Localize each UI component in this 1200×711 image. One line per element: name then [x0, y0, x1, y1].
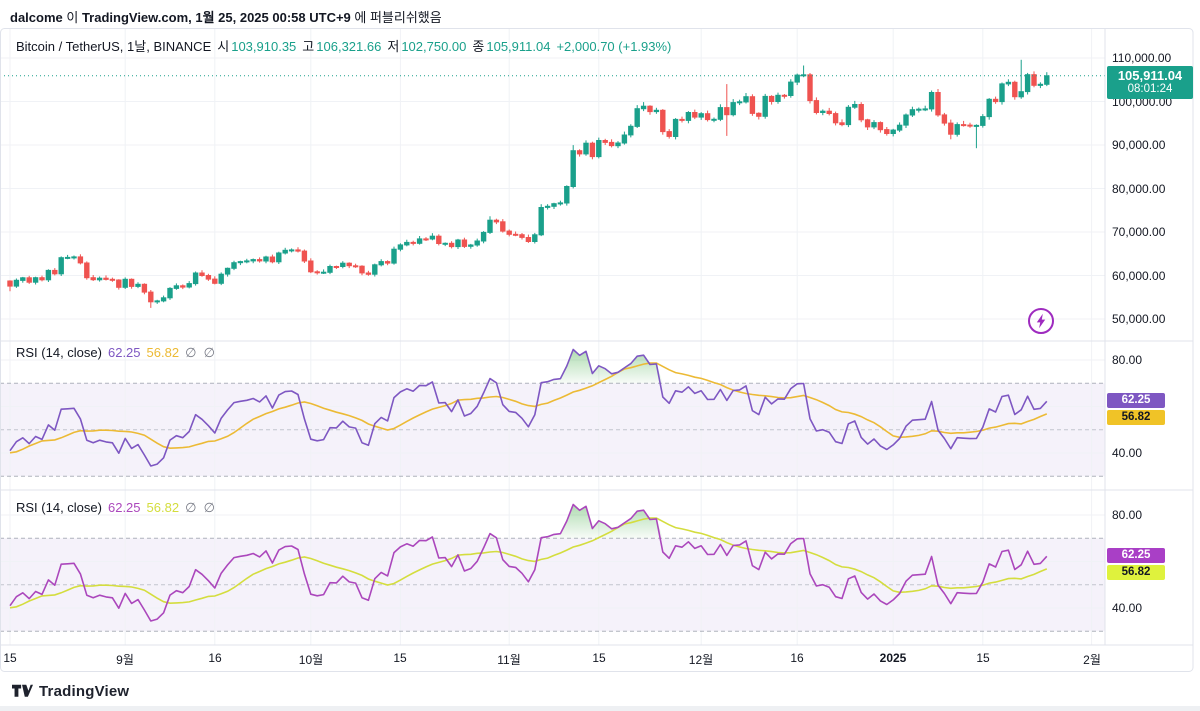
boost-button[interactable]	[1027, 307, 1055, 335]
low-value: 102,750.00	[401, 39, 467, 54]
high-value: 106,321.66	[316, 39, 382, 54]
rsi1-legend: RSI (14, close) 62.25 56.82 ∅ ∅	[16, 345, 217, 361]
open-value: 103,910.35	[231, 39, 297, 54]
candles-down	[7, 71, 1037, 308]
page-bottom-strip	[0, 706, 1200, 711]
price-axis-label: 90,000.00	[1112, 138, 1166, 152]
time-axis-label: 15	[3, 651, 17, 665]
gridlines	[0, 28, 1105, 645]
close-label: 종	[472, 39, 485, 54]
publish-header: dalcome 이 TradingView.com, 1월 25, 2025 0…	[10, 10, 442, 25]
low-label: 저	[387, 39, 400, 54]
rsi1-ma-value: 56.82	[146, 345, 180, 360]
symbol-title: Bitcoin / TetherUS, 1날, BINANCE	[16, 39, 212, 54]
time-axis-label: 15	[976, 651, 990, 665]
time-axis-label: 2월	[1083, 653, 1101, 667]
rsi1-hidden-values-icon[interactable]: ∅ ∅	[185, 345, 215, 360]
rsi1-title: RSI (14, close)	[16, 345, 102, 360]
lightning-icon	[1028, 308, 1054, 334]
publish-date: TradingView.com, 1월 25, 2025 00:58 UTC+9	[81, 10, 351, 25]
indicator-value-badge: 62.25	[1107, 548, 1165, 563]
pane-dividers	[0, 28, 1193, 646]
candles-up	[13, 59, 1050, 304]
publisher-name: dalcome	[10, 10, 63, 25]
time-axis-label: 10월	[298, 653, 324, 667]
rsi2-ma-value: 56.82	[146, 500, 180, 515]
tradingview-logo[interactable]: TradingView	[12, 683, 129, 700]
rsi-axis-label: 40.00	[1112, 601, 1143, 615]
open-label: 시	[217, 39, 230, 54]
price-axis-label: 110,000.00	[1112, 51, 1172, 65]
rsi1-line	[9, 348, 1048, 467]
time-axis-label: 16	[208, 651, 222, 665]
rsi2-hidden-values-icon[interactable]: ∅ ∅	[185, 500, 215, 515]
time-axis-label: 11월	[497, 653, 521, 667]
card-border	[0, 28, 1194, 672]
price-axis-label: 50,000.00	[1112, 312, 1166, 326]
rsi-axis-label: 40.00	[1112, 446, 1143, 460]
rsi2-value: 62.25	[107, 500, 141, 515]
change-value: +2,000.70 (+1.93%)	[556, 39, 672, 54]
bar-countdown: 08:01:24	[1127, 83, 1173, 95]
tradingview-mark-icon	[12, 684, 33, 697]
rsi-axis-label: 80.00	[1112, 353, 1143, 367]
price-axis-label: 80,000.00	[1112, 182, 1166, 196]
indicator-value-badge: 56.82	[1107, 410, 1165, 425]
time-axis-label: 12월	[688, 653, 714, 667]
time-axis-label: 9월	[116, 653, 134, 667]
time-axis-label: 15	[592, 651, 606, 665]
main-chart-legend: Bitcoin / TetherUS, 1날, BINANCE 시 103,910.…	[16, 36, 673, 55]
indicator-value-badge: 56.82	[1107, 565, 1165, 580]
high-label: 고	[302, 39, 315, 54]
price-axis-label: 70,000.00	[1112, 225, 1166, 239]
last-price-badge: 105,911.04 08:01:24	[1107, 66, 1193, 99]
tradingview-logo-text: TradingView	[39, 683, 130, 700]
last-price-value: 105,911.04	[1117, 68, 1183, 83]
indicator-value-badge: 62.25	[1107, 393, 1165, 408]
rsi2-legend: RSI (14, close) 62.25 56.82 ∅ ∅	[16, 500, 217, 516]
time-axis-label: 16	[790, 651, 804, 665]
rsi1-ma-line	[9, 362, 1048, 454]
time-axis-label: 15	[393, 651, 407, 665]
time-axis-label: 2025	[879, 651, 907, 665]
rsi2-line	[9, 503, 1048, 622]
close-value: 105,911.04	[486, 39, 551, 54]
rsi1-value: 62.25	[107, 345, 141, 360]
rsi2-ma-line	[9, 517, 1048, 609]
rsi2-title: RSI (14, close)	[16, 500, 102, 515]
price-axis-label: 60,000.00	[1112, 269, 1166, 283]
rsi-axis-label: 80.00	[1112, 508, 1143, 522]
